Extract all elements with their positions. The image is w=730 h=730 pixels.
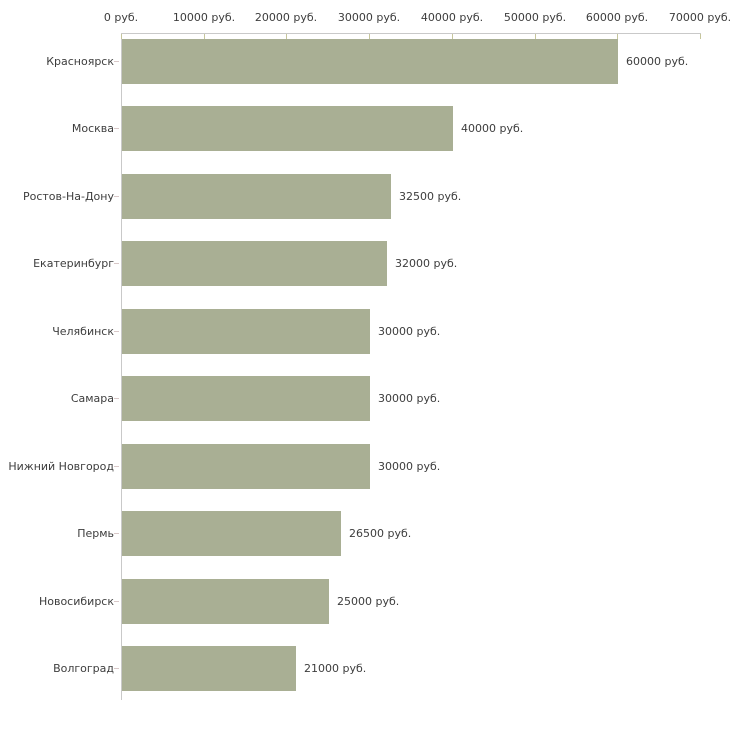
x-tick-label: 20000 руб. <box>254 11 318 24</box>
chart-row: Москва 40000 руб. <box>0 106 730 151</box>
chart-row: Челябинск 30000 руб. <box>0 309 730 354</box>
chart-row: Новосибирск 25000 руб. <box>0 579 730 624</box>
value-label: 26500 руб. <box>349 527 412 540</box>
x-tick-label: 30000 руб. <box>337 11 401 24</box>
value-label: 25000 руб. <box>337 595 400 608</box>
chart-row: Нижний Новгород 30000 руб. <box>0 444 730 489</box>
y-tick-mark <box>114 601 119 602</box>
bar-3 <box>122 241 387 286</box>
bar-5 <box>122 376 370 421</box>
chart-row: Волгоград 21000 руб. <box>0 646 730 691</box>
x-tick-label: 50000 руб. <box>503 11 567 24</box>
x-tick-label: 60000 руб. <box>585 11 649 24</box>
y-tick-mark <box>114 668 119 669</box>
y-tick-mark <box>114 331 119 332</box>
x-tick-label: 70000 руб. <box>668 11 730 24</box>
y-tick-mark <box>114 398 119 399</box>
chart-row: Ростов-На-Дону 32500 руб. <box>0 174 730 219</box>
category-label: Екатеринбург <box>33 257 114 270</box>
y-tick-mark <box>114 466 119 467</box>
category-label: Москва <box>71 122 114 135</box>
y-tick-mark <box>114 128 119 129</box>
bar-8 <box>122 579 329 624</box>
category-label: Красноярск <box>46 55 114 68</box>
chart-row: Самара 30000 руб. <box>0 376 730 421</box>
value-label: 32000 руб. <box>395 257 458 270</box>
x-tick-label: 10000 руб. <box>172 11 236 24</box>
bar-9 <box>122 646 296 691</box>
value-label: 21000 руб. <box>304 662 367 675</box>
value-label: 30000 руб. <box>378 460 441 473</box>
y-tick-mark <box>114 196 119 197</box>
y-tick-mark <box>114 61 119 62</box>
x-tick-mark <box>121 34 122 39</box>
category-label: Пермь <box>77 527 114 540</box>
category-label: Волгоград <box>53 662 114 675</box>
x-tick-mark <box>369 34 370 39</box>
x-tick-label: 40000 руб. <box>420 11 484 24</box>
category-label: Нижний Новгород <box>8 460 114 473</box>
bar-4 <box>122 309 370 354</box>
value-label: 40000 руб. <box>461 122 524 135</box>
category-label: Челябинск <box>52 325 114 338</box>
value-label: 30000 руб. <box>378 392 441 405</box>
value-label: 60000 руб. <box>626 55 689 68</box>
category-label: Самара <box>70 392 114 405</box>
category-label: Ростов-На-Дону <box>22 190 114 203</box>
x-tick-label: 0 руб. <box>103 11 139 24</box>
bar-6 <box>122 444 370 489</box>
chart-row: Красноярск 60000 руб. <box>0 39 730 84</box>
x-tick-mark <box>204 34 205 39</box>
x-tick-mark <box>286 34 287 39</box>
bar-0 <box>122 39 618 84</box>
bar-2 <box>122 174 391 219</box>
value-label: 32500 руб. <box>399 190 462 203</box>
chart-row: Екатеринбург 32000 руб. <box>0 241 730 286</box>
y-tick-mark <box>114 263 119 264</box>
x-tick-mark <box>452 34 453 39</box>
bar-1 <box>122 106 453 151</box>
chart-row: Пермь 26500 руб. <box>0 511 730 556</box>
x-tick-mark <box>617 34 618 39</box>
x-tick-mark <box>535 34 536 39</box>
category-label: Новосибирск <box>38 595 114 608</box>
bar-7 <box>122 511 341 556</box>
y-axis-line <box>121 33 122 700</box>
x-axis-line <box>121 33 701 34</box>
value-label: 30000 руб. <box>378 325 441 338</box>
x-tick-mark <box>700 34 701 39</box>
y-tick-mark <box>114 533 119 534</box>
